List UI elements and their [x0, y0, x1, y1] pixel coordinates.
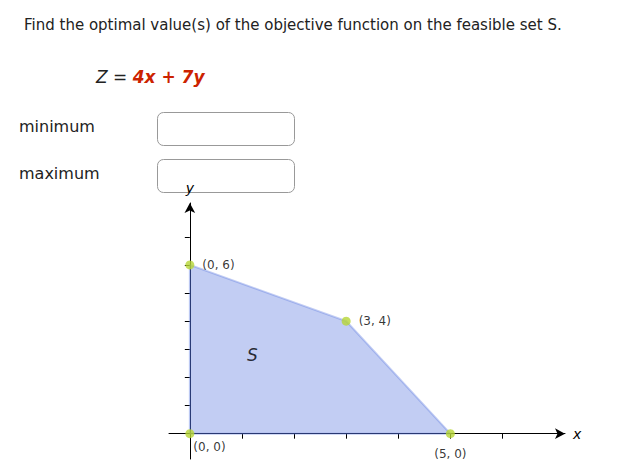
svg-text:4x + 7y: 4x + 7y: [132, 67, 206, 87]
svg-text:Find the optimal value(s) of t: Find the optimal value(s) of the objecti…: [24, 16, 562, 34]
svg-text:maximum: maximum: [19, 164, 100, 183]
svg-text:Z =: Z =: [95, 67, 133, 87]
svg-text:(5, 0): (5, 0): [434, 447, 466, 461]
svg-text:(3, 4): (3, 4): [359, 314, 391, 328]
svg-text:(0, 0): (0, 0): [193, 440, 225, 454]
svg-text:x: x: [572, 426, 582, 442]
svg-text:(0, 6): (0, 6): [202, 258, 234, 272]
svg-text:minimum: minimum: [19, 117, 95, 136]
svg-text:S: S: [247, 345, 258, 365]
svg-text:y: y: [185, 180, 195, 196]
